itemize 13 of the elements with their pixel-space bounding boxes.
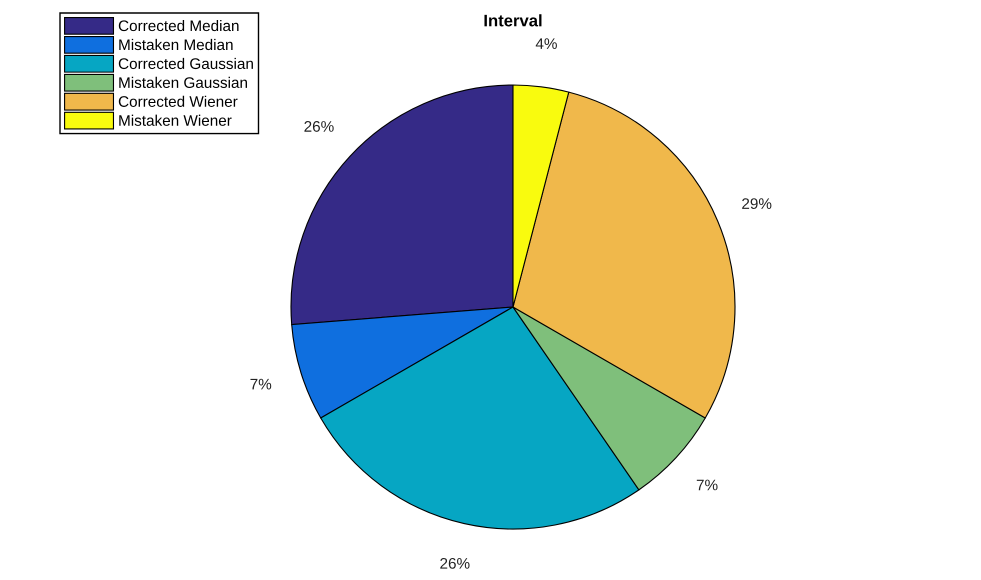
legend-label: Mistaken Wiener	[119, 114, 232, 126]
legend-label: Mistaken Median	[119, 38, 233, 50]
data-label: 26%	[440, 558, 470, 569]
data-label: 7%	[696, 480, 718, 490]
data-label: 26%	[304, 121, 334, 132]
legend-label: Corrected Wiener	[118, 96, 238, 107]
legend-label: Corrected Gaussian	[118, 58, 253, 70]
legend-label: Corrected Median	[118, 20, 238, 32]
data-label: 7%	[250, 378, 272, 390]
chart-title: Interval	[484, 14, 542, 26]
data-label: 4%	[536, 38, 557, 49]
legend-label: Mistaken Gaussian	[119, 76, 247, 88]
data-label: 29%	[742, 198, 772, 210]
